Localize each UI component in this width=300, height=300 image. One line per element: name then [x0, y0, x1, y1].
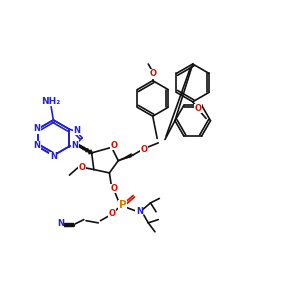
Text: N: N	[71, 141, 79, 150]
Text: NH₂: NH₂	[41, 97, 61, 106]
Text: O: O	[110, 184, 117, 193]
Text: O: O	[78, 163, 85, 172]
Text: O: O	[195, 104, 202, 113]
Text: N: N	[33, 124, 40, 134]
Text: N: N	[33, 141, 40, 150]
Text: P: P	[119, 200, 127, 210]
Polygon shape	[118, 153, 132, 161]
Text: N: N	[74, 126, 81, 135]
Text: O: O	[140, 145, 147, 154]
Text: O: O	[149, 70, 156, 79]
Text: N: N	[136, 207, 143, 216]
Text: O: O	[110, 141, 117, 150]
Text: O: O	[108, 209, 115, 218]
Text: N: N	[57, 220, 64, 229]
Text: N: N	[50, 152, 57, 161]
